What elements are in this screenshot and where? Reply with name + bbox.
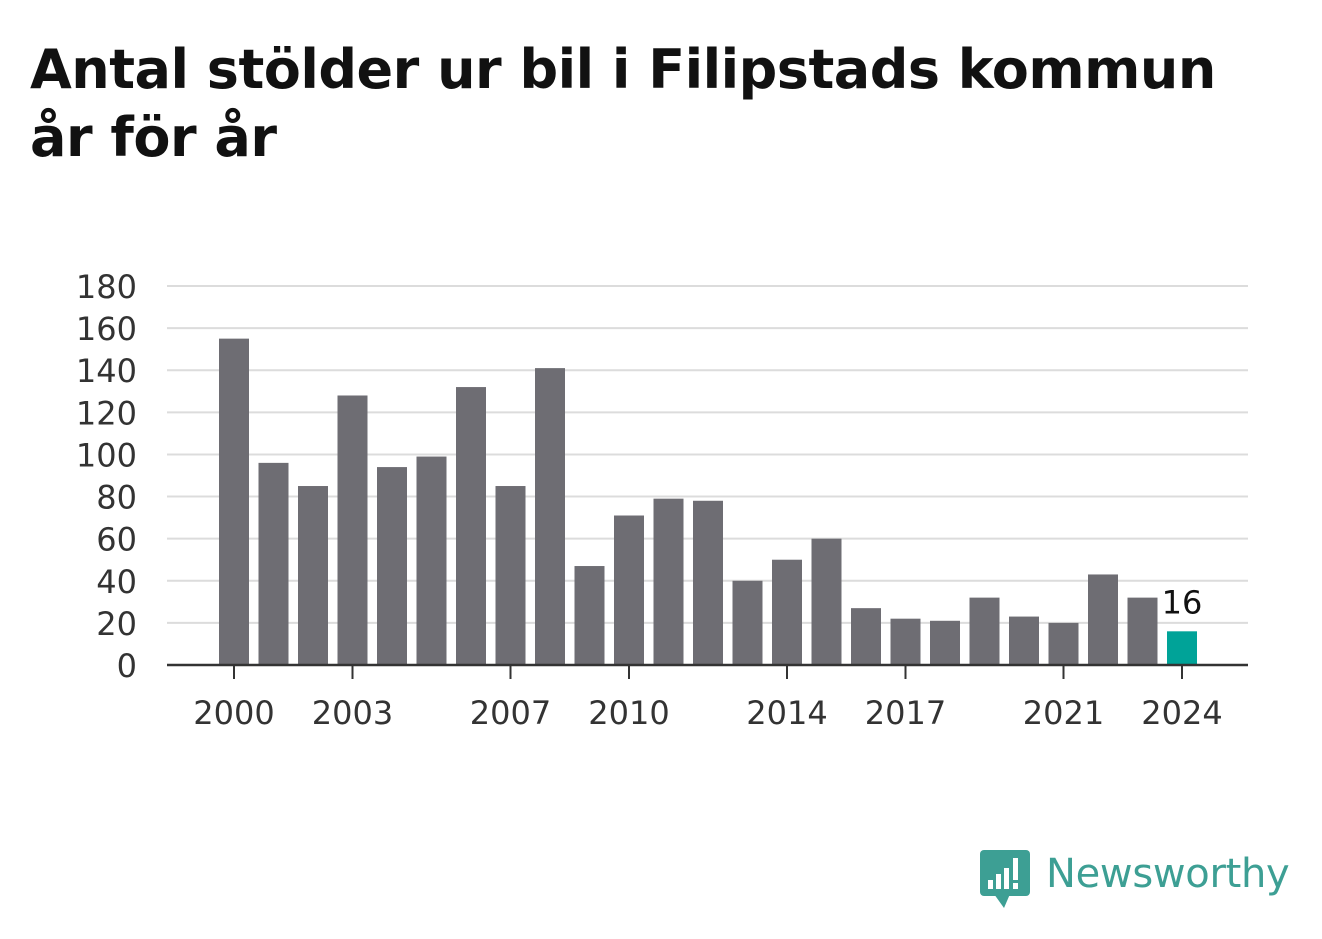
bar	[614, 515, 644, 665]
x-tick-label: 2003	[312, 694, 393, 732]
bar	[851, 608, 881, 665]
bar	[258, 462, 289, 665]
bar	[377, 467, 407, 665]
y-tick-label: 120	[76, 394, 137, 432]
chart-title: Antal stölder ur bil i Filipstads kommun…	[30, 38, 1216, 169]
y-tick-label: 180	[76, 268, 137, 306]
brand-name: Newsworthy	[1046, 851, 1290, 897]
y-tick-label: 20	[96, 605, 137, 643]
y-tick-label: 160	[76, 310, 137, 348]
x-tick-label: 2000	[193, 694, 274, 732]
y-tick-label: 0	[117, 647, 137, 685]
x-tick-label: 2007	[470, 694, 551, 732]
x-tick-label: 2010	[588, 694, 669, 732]
x-tick-label: 2024	[1141, 694, 1222, 732]
y-tick-label: 60	[96, 521, 137, 559]
x-tick-label: 2014	[746, 694, 827, 732]
bar	[693, 500, 723, 665]
bar	[772, 559, 802, 665]
data-label: 16	[1162, 583, 1203, 621]
y-tick-label: 140	[76, 352, 137, 390]
bar	[298, 486, 328, 665]
bar	[456, 387, 486, 665]
bar	[930, 620, 960, 665]
bar	[1048, 622, 1079, 665]
x-tick-label: 2017	[865, 694, 946, 732]
bar	[890, 618, 921, 665]
bar	[1088, 574, 1118, 665]
bar	[732, 580, 763, 665]
bar	[811, 538, 842, 665]
x-tick-label: 2021	[1023, 694, 1104, 732]
bar	[1167, 631, 1197, 665]
bar	[1009, 616, 1039, 665]
y-tick-label: 80	[96, 479, 137, 517]
bar	[1127, 597, 1158, 665]
bar	[653, 498, 684, 665]
bar	[416, 456, 447, 665]
bar	[219, 338, 249, 665]
y-tick-label: 40	[96, 563, 137, 601]
bar	[337, 395, 368, 665]
y-tick-label: 100	[76, 436, 137, 474]
bar	[535, 368, 565, 665]
newsworthy-logo-icon	[980, 850, 1030, 908]
bar	[574, 566, 605, 665]
bar	[495, 486, 526, 665]
bar	[969, 597, 1000, 665]
brand-logo: Newsworthy	[980, 850, 1290, 910]
